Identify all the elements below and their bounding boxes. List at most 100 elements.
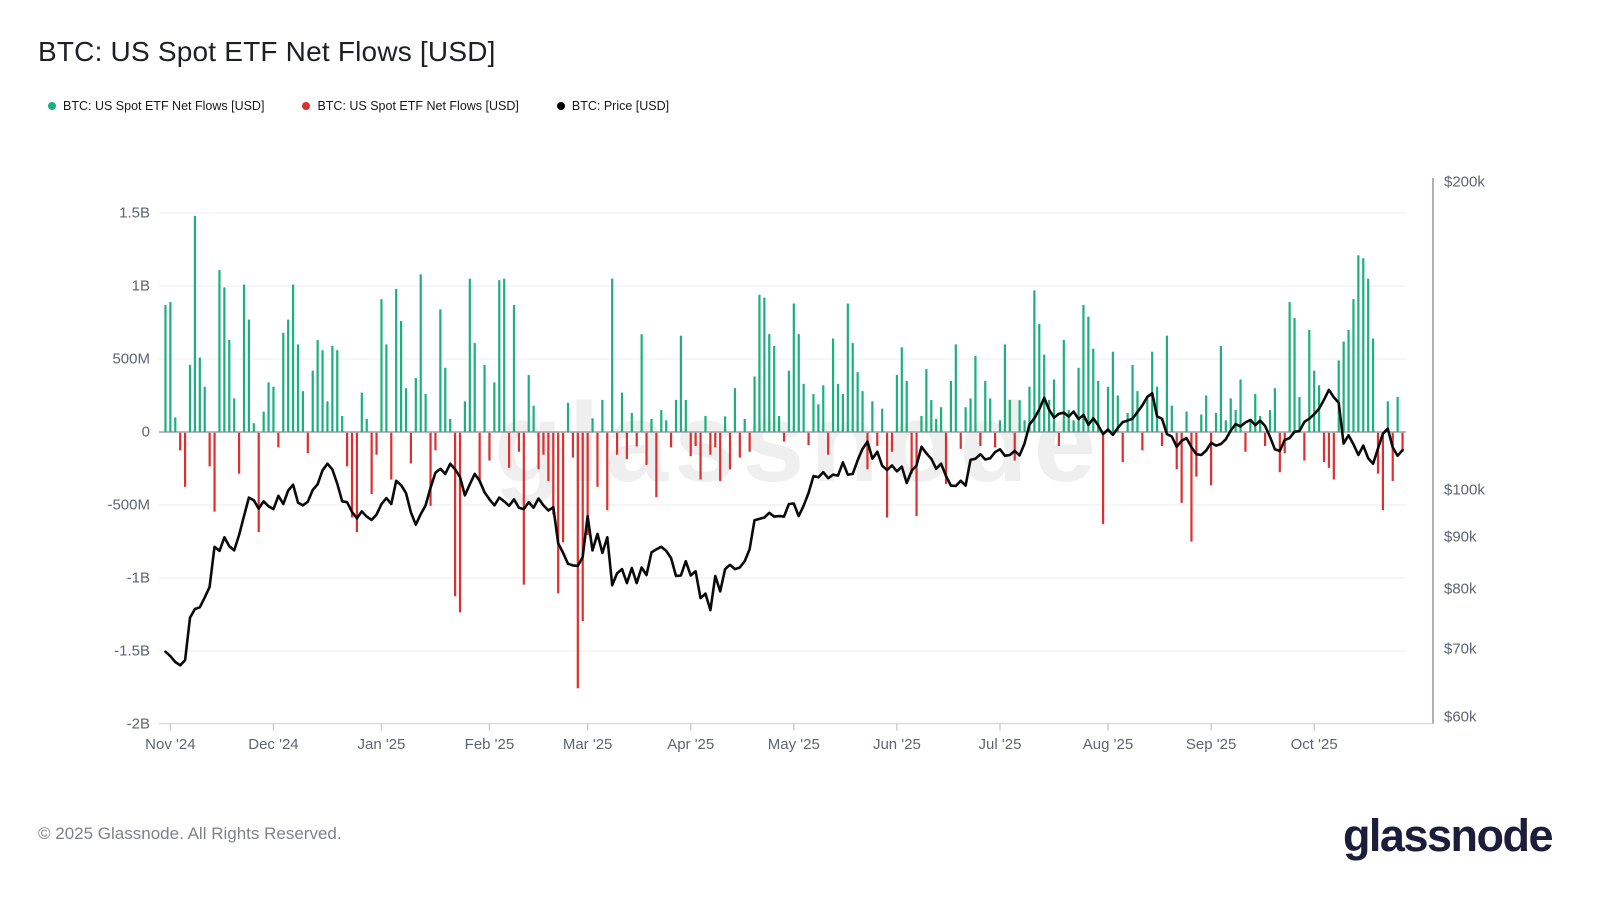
y-left-tick--2B: -2B bbox=[126, 715, 150, 733]
flow-bar bbox=[434, 432, 437, 451]
y-right-tick-$60k: $60k bbox=[1444, 708, 1477, 726]
x-tick-Oct '25: Oct '25 bbox=[1290, 736, 1338, 753]
flow-bar bbox=[856, 372, 859, 432]
flow-bar bbox=[355, 432, 359, 533]
flow-bar bbox=[669, 432, 673, 448]
y-right-tick-$80k: $80k bbox=[1444, 580, 1477, 598]
flow-bar bbox=[1077, 367, 1080, 432]
flow-bar bbox=[390, 432, 393, 480]
flow-bar bbox=[586, 432, 589, 535]
flow-bar bbox=[385, 344, 388, 432]
flow-bar bbox=[900, 347, 903, 432]
flow-bar bbox=[478, 432, 481, 483]
flow-bar bbox=[1126, 413, 1129, 432]
flow-bar bbox=[748, 432, 751, 452]
flow-bar bbox=[768, 334, 771, 432]
flow-bar bbox=[1367, 278, 1370, 432]
flow-bar bbox=[404, 388, 408, 432]
flow-bar bbox=[954, 344, 957, 432]
flow-bar bbox=[576, 432, 579, 689]
legend-item-price[interactable]: BTC: Price [USD] bbox=[556, 99, 670, 113]
x-tick-Jan '25: Jan '25 bbox=[357, 736, 406, 753]
flow-bar bbox=[1376, 432, 1380, 474]
flow-bar bbox=[1229, 398, 1232, 432]
flow-bar bbox=[183, 432, 187, 487]
flow-bar bbox=[566, 402, 570, 432]
flow-bar bbox=[866, 432, 869, 470]
flow-bar bbox=[1214, 413, 1218, 432]
flow-bar bbox=[890, 432, 894, 452]
flow-bar bbox=[753, 376, 756, 432]
flow-bar bbox=[660, 410, 663, 432]
flow-bar bbox=[792, 303, 795, 432]
flow-bar bbox=[233, 398, 236, 432]
flow-bar bbox=[733, 388, 737, 432]
flow-bar bbox=[743, 418, 746, 432]
flow-bar bbox=[930, 399, 933, 432]
flow-bar bbox=[655, 432, 658, 498]
flow-bar bbox=[1121, 432, 1124, 462]
page-title: BTC: US Spot ETF Net Flows [USD] bbox=[38, 36, 496, 67]
flow-bar bbox=[1097, 380, 1100, 432]
flow-bar bbox=[1072, 420, 1075, 432]
chart-legend: BTC: US Spot ETF Net Flows [USD] BTC: US… bbox=[48, 99, 669, 113]
flow-bar bbox=[1170, 405, 1173, 432]
flow-bar bbox=[758, 294, 761, 432]
flow-bar bbox=[974, 356, 977, 432]
flow-bar bbox=[282, 332, 285, 432]
flow-bar bbox=[581, 432, 584, 622]
flow-bar bbox=[709, 432, 712, 455]
flow-bar bbox=[498, 280, 501, 432]
flow-bar bbox=[1288, 302, 1291, 432]
flow-bar bbox=[1180, 432, 1183, 503]
flow-bar bbox=[1342, 341, 1345, 432]
flow-bar bbox=[635, 432, 638, 447]
x-tick-Mar '25: Mar '25 bbox=[562, 736, 613, 753]
flow-bar bbox=[262, 411, 265, 432]
flow-bar bbox=[419, 274, 422, 432]
flow-bar bbox=[822, 385, 825, 432]
legend-dot-red-icon bbox=[302, 102, 311, 110]
flow-bar bbox=[198, 357, 201, 432]
y-left-tick-1B: 1B bbox=[131, 277, 150, 295]
flow-bar bbox=[905, 380, 908, 432]
flow-bar bbox=[179, 432, 182, 451]
flow-bar bbox=[1155, 386, 1159, 432]
flow-bar bbox=[208, 432, 211, 467]
flow-bar bbox=[1101, 432, 1105, 525]
flow-bar bbox=[169, 302, 172, 432]
flow-bar bbox=[861, 391, 864, 432]
legend-item-netflows-negative[interactable]: BTC: US Spot ETF Net Flows [USD] bbox=[302, 99, 519, 113]
flow-bar bbox=[1298, 396, 1301, 432]
flow-bar bbox=[944, 432, 948, 484]
flow-bar bbox=[468, 278, 471, 432]
flow-bar bbox=[1190, 432, 1193, 542]
flow-bar bbox=[1362, 258, 1365, 432]
flow-bar bbox=[1352, 299, 1355, 432]
flow-bar bbox=[1111, 351, 1115, 432]
y-right-tick-$100k: $100k bbox=[1444, 481, 1485, 499]
flow-bar bbox=[444, 367, 447, 432]
flow-bar bbox=[969, 398, 972, 432]
flow-bar bbox=[1052, 379, 1056, 432]
flow-bar bbox=[395, 288, 398, 432]
flow-bar bbox=[925, 369, 928, 432]
legend-label: BTC: Price [USD] bbox=[571, 99, 670, 113]
flow-bar bbox=[409, 432, 413, 464]
flow-bar bbox=[1092, 348, 1095, 432]
flow-bar bbox=[370, 432, 373, 495]
flow-bar bbox=[812, 394, 815, 432]
flow-bar bbox=[193, 215, 197, 432]
flow-bar bbox=[851, 342, 854, 432]
flow-bar bbox=[684, 399, 687, 432]
flow-bar bbox=[488, 432, 491, 461]
flow-bar bbox=[561, 432, 565, 543]
flow-bar bbox=[964, 407, 967, 432]
legend-item-netflows-positive[interactable]: BTC: US Spot ETF Net Flows [USD] bbox=[48, 99, 264, 113]
flow-bar bbox=[350, 432, 354, 518]
flow-bar bbox=[1219, 345, 1223, 432]
flow-bar bbox=[483, 364, 486, 432]
flow-bar bbox=[164, 304, 167, 432]
flow-bar bbox=[876, 432, 879, 446]
